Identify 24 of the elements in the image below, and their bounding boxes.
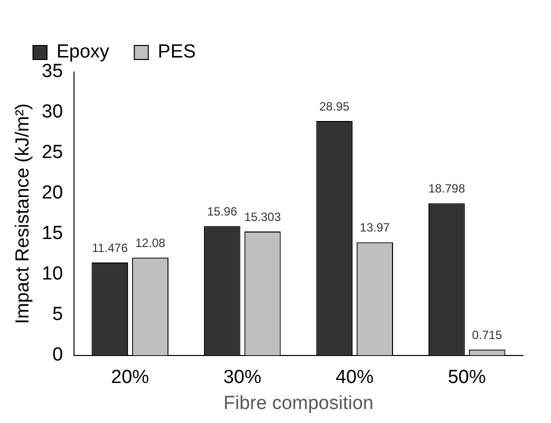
y-tick-label: 10 xyxy=(42,264,63,285)
legend-label: PES xyxy=(158,42,196,63)
data-label: 15.96 xyxy=(207,204,238,218)
y-tick-label: 5 xyxy=(52,304,63,326)
data-label: 13.97 xyxy=(360,220,390,235)
x-tick-label: 40% xyxy=(336,367,374,388)
y-tick-label: 25 xyxy=(42,142,63,164)
data-label: 28.95 xyxy=(319,99,350,114)
y-axis-title: Impact Resistance (kJ/m²) xyxy=(12,103,34,324)
x-tick-label: 50% xyxy=(448,367,486,388)
y-tick-label: 0 xyxy=(52,344,63,366)
x-tick-label: 30% xyxy=(223,367,262,388)
data-label: 12.08 xyxy=(135,236,166,250)
x-axis-title: Fibre composition xyxy=(223,392,374,414)
y-tick-label: 20 xyxy=(42,182,63,204)
x-tick-label: 20% xyxy=(111,367,150,388)
data-label: 15.303 xyxy=(244,210,282,224)
y-tick-label: 35 xyxy=(42,61,63,82)
data-label: 18.798 xyxy=(428,182,466,196)
y-tick-label: 30 xyxy=(42,102,63,123)
data-label: 11.476 xyxy=(92,240,128,255)
y-tick-label: 15 xyxy=(42,223,63,244)
data-label: 0.715 xyxy=(472,328,502,342)
legend-label: Epoxy xyxy=(56,42,110,63)
